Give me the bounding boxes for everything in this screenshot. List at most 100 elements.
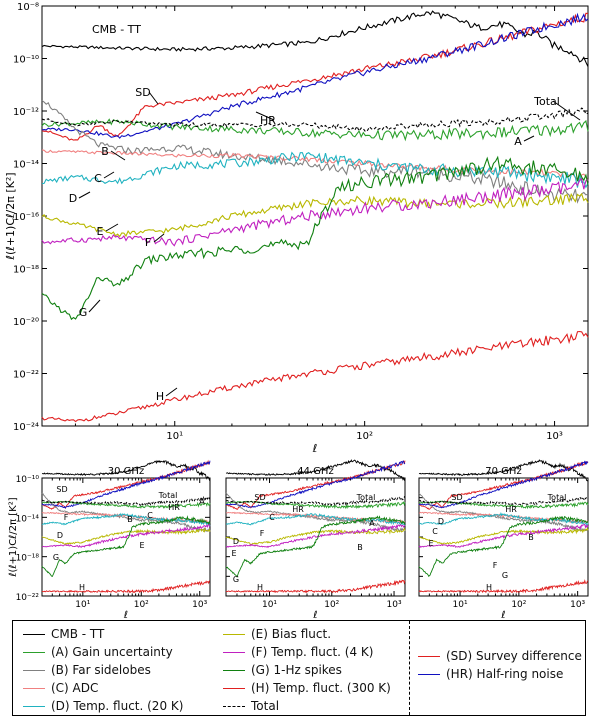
legend-swatch-C: [23, 687, 45, 689]
series-line-H: [41, 330, 589, 423]
series-line-G: [418, 515, 589, 578]
annotation-HR: HR: [168, 503, 180, 512]
x-tick-label: 10²: [511, 600, 526, 610]
y-tick-label: 10⁻¹⁸: [16, 554, 40, 564]
annotation-B: B: [357, 543, 363, 552]
annotation-HR: HR: [292, 505, 304, 514]
series-line-E: [41, 192, 589, 238]
annotation-arrow: [103, 171, 115, 179]
annotation-F: F: [260, 529, 265, 538]
legend-swatch-E: [223, 633, 245, 635]
annotation-Total: Total: [547, 493, 567, 502]
series-line-A: [41, 118, 589, 142]
annotation-HR: HR: [260, 114, 276, 127]
series-line-total: [41, 107, 589, 133]
annotation-H: H: [486, 583, 492, 592]
legend-label: Total: [251, 699, 280, 713]
series-line-total: [41, 495, 211, 507]
x-tick-label: 10³: [570, 600, 585, 610]
series-line-F: [41, 177, 589, 247]
series-line-total: [418, 495, 589, 506]
annotation-F: F: [493, 561, 498, 570]
annotation-H: H: [79, 583, 85, 592]
annotation-arrow: [523, 135, 535, 142]
series-line-G: [225, 515, 406, 578]
legend-label: (A) Gain uncertainty: [51, 645, 173, 659]
legend-label: (HR) Half-ring noise: [446, 667, 564, 681]
annotation-Total: Total: [356, 493, 376, 502]
annotation-SD: SD: [56, 485, 67, 494]
legend-item-C: (C) ADC: [23, 679, 183, 697]
annotation-H: H: [156, 390, 164, 403]
annotation-F: F: [64, 513, 69, 522]
annotation-G: G: [53, 553, 59, 562]
legend-label: (H) Temp. fluct. (300 K): [251, 681, 391, 695]
x-axis-label: ℓ: [124, 610, 128, 621]
annotation-A: A: [514, 135, 522, 148]
series-line-B: [418, 492, 589, 533]
annotation-E: E: [428, 539, 433, 548]
annotation-G: G: [79, 306, 88, 319]
series-line-HR: [418, 460, 589, 509]
annotation-D: D: [57, 531, 63, 540]
series-line-F: [418, 523, 589, 548]
series-line-total: [225, 495, 406, 507]
series-line-E: [225, 527, 406, 545]
legend-item-B: (B) Far sidelobes: [23, 661, 183, 679]
series-line-cmb: [418, 459, 589, 482]
annotation-arrow: [148, 91, 159, 105]
legend-swatch-D: [23, 705, 45, 707]
chart-30ghz: 10¹ 10² 10³ ℓ 10⁻²² 10⁻¹⁸ 10⁻¹⁴ 10⁻¹⁰ ℓ(ℓ+1)Cℓ/2…: [8, 459, 211, 621]
annotation-HR: HR: [505, 505, 517, 514]
legend-column-3: (SD) Survey difference (HR) Half-ring noi…: [418, 647, 582, 683]
x-tick-label: 10²: [134, 600, 149, 610]
series-line-H: [42, 580, 210, 594]
annotation-arrow: [105, 223, 119, 232]
annotation-B: B: [101, 145, 109, 158]
legend-label: (B) Far sidelobes: [51, 663, 151, 677]
annotation-arrow: [552, 100, 581, 121]
legend-label: (F) Temp. fluct. (4 K): [251, 645, 374, 659]
y-tick-label: 10⁻²⁰: [13, 317, 39, 328]
y-axis-label: ℓ(ℓ+1)Cℓ/2π [K²]: [8, 497, 19, 576]
series-line-H: [418, 579, 589, 594]
annotation-SD: SD: [254, 493, 265, 502]
x-tick-label: 10³: [387, 600, 402, 610]
x-tick-label: 10²: [356, 431, 373, 442]
annotation-E: E: [139, 541, 144, 550]
annotation-C: C: [147, 511, 153, 520]
annotation-SD: SD: [135, 86, 150, 99]
legend-label: (D) Temp. fluct. (20 K): [51, 699, 184, 713]
annotation-Total: Total: [158, 491, 178, 500]
legend-label: (C) ADC: [51, 681, 99, 695]
x-axis-label: ℓ: [312, 442, 318, 455]
y-tick-label: 10⁻¹⁸: [13, 265, 39, 276]
main-chart: 10¹ 10² 10³ ℓ 10⁻²⁴ 10⁻²² 10⁻²⁰ 10⁻¹⁸ 10⁻¹⁶ 10⁻¹⁴…: [4, 2, 589, 455]
legend-item-SD: (SD) Survey difference: [418, 647, 582, 665]
y-tick-label: 10⁻⁸: [17, 2, 39, 13]
series-line-cmb: [225, 459, 406, 481]
series-line-B: [225, 492, 406, 532]
series-line-C: [41, 511, 211, 525]
x-axis-label: ℓ: [501, 610, 505, 621]
annotation-C: C: [269, 513, 275, 522]
legend-item-total: Total: [223, 697, 391, 715]
legend-column-2: (E) Bias fluct. (F) Temp. fluct. (4 K) (G)…: [223, 625, 391, 715]
legend-item-cmb: CMB - TT: [23, 625, 183, 643]
annotation-arrow: [78, 191, 91, 199]
annotation-D: D: [438, 517, 444, 526]
x-tick-label: 10¹: [262, 600, 277, 610]
y-axis-label: ℓ(ℓ+1)Cℓ/2π [K²]: [4, 172, 17, 260]
series-line-A: [418, 500, 589, 510]
annotation-A: A: [369, 519, 375, 528]
legend-swatch-H: [223, 687, 245, 689]
series-line-cmb: [41, 459, 211, 482]
annotation-D: D: [69, 192, 77, 205]
series-line-D: [418, 511, 589, 527]
annotation-A: A: [199, 497, 205, 506]
annotation-cmb-tt: CMB - TT: [92, 23, 141, 36]
annotation-E: E: [97, 225, 104, 238]
legend-item-E: (E) Bias fluct.: [223, 625, 391, 643]
series-line-D: [225, 513, 406, 527]
